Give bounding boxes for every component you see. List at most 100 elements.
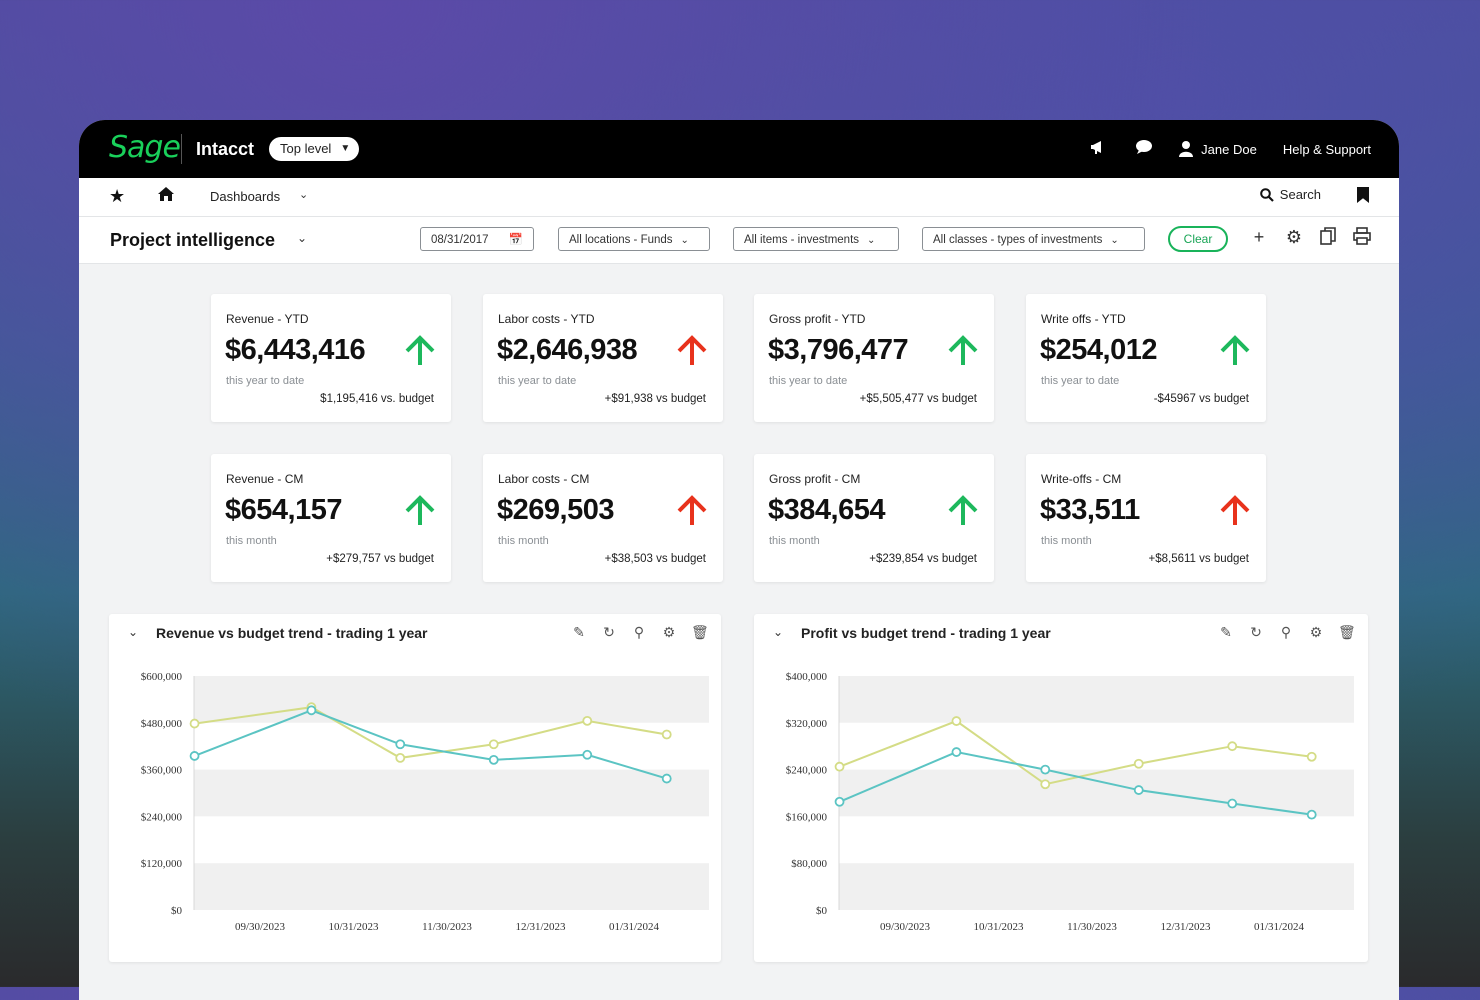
grid-band — [194, 863, 709, 910]
kpi-card[interactable]: Revenue - CM $654,157 this month +$279,757 … — [211, 454, 451, 582]
chevron-down-icon: ⌄ — [1110, 235, 1119, 246]
refresh-icon[interactable]: ↻ — [1250, 624, 1262, 640]
refresh-icon[interactable]: ↻ — [603, 624, 615, 640]
locations-value: All locations - Funds — [569, 234, 673, 246]
kpi-period: this year to date — [1041, 375, 1120, 387]
kpi-vs-budget: +$5,505,477 vs budget — [859, 393, 977, 405]
items-value: All items - investments — [744, 234, 860, 246]
kpi-label: Labor costs - CM — [498, 472, 590, 486]
filter-bar: Project intelligence ⌄ 08/31/2017 📅 All … — [79, 217, 1399, 264]
data-point[interactable] — [834, 761, 845, 772]
kpi-period: this month — [769, 535, 820, 547]
data-point[interactable] — [306, 705, 317, 716]
dashboards-menu[interactable]: Dashboards — [210, 189, 281, 204]
data-point[interactable] — [951, 747, 962, 757]
kpi-label: Gross profit - YTD — [769, 312, 866, 326]
page-title: Project intelligence — [110, 230, 276, 250]
kpi-card[interactable]: Gross profit - YTD $3,796,477 this year to… — [754, 294, 994, 422]
x-tick-label: 01/31/2024 — [609, 921, 660, 933]
edit-icon[interactable]: ✎ — [1220, 624, 1232, 640]
items-filter[interactable]: All items - investments ⌄ — [733, 227, 899, 251]
settings-icon[interactable]: ⚙ — [1309, 624, 1323, 640]
data-point[interactable] — [189, 718, 200, 729]
chevron-down-icon[interactable]: ⌄ — [773, 625, 784, 639]
level-label: Top level — [280, 141, 332, 156]
search-button[interactable]: Search — [1259, 187, 1321, 202]
data-point[interactable] — [1227, 798, 1238, 809]
product-name: Intacct — [196, 139, 255, 159]
bookmark-icon[interactable] — [1357, 187, 1369, 203]
help-support-link[interactable]: Help & Support — [1282, 141, 1371, 157]
kpi-vs-budget: +$279,757 vs budget — [326, 553, 434, 565]
megaphone-icon[interactable] — [1091, 139, 1109, 160]
kpi-card[interactable]: Labor costs - CM $269,503 this month +$38,5… — [483, 454, 723, 582]
kpi-card[interactable]: Write offs - YTD $254,012 this year to dat… — [1026, 294, 1266, 422]
clear-button[interactable]: Clear — [1168, 226, 1228, 252]
add-icon[interactable]: + — [1253, 227, 1265, 247]
kpi-label: Labor costs - YTD — [498, 312, 595, 326]
data-point[interactable] — [661, 773, 672, 784]
data-point[interactable] — [488, 754, 499, 765]
kpi-label: Revenue - CM — [226, 472, 304, 486]
data-point[interactable] — [488, 739, 499, 750]
data-point[interactable] — [834, 796, 845, 807]
sage-logo[interactable]: Sage — [109, 130, 181, 165]
level-selector[interactable]: Top level ▼ — [269, 137, 360, 161]
data-point[interactable] — [395, 739, 406, 750]
kpi-card[interactable]: Labor costs - YTD $2,646,938 this year to … — [483, 294, 723, 422]
series-line — [839, 719, 1312, 786]
delete-icon[interactable]: 🗑 — [1338, 624, 1356, 640]
edit-icon[interactable]: ✎ — [573, 624, 585, 640]
kpi-card[interactable]: Gross profit - CM $384,654 this month +$239… — [754, 454, 994, 582]
zoom-icon[interactable]: ⚲ — [1280, 624, 1292, 640]
kpi-value: $654,157 — [225, 494, 342, 526]
kpi-period: this year to date — [226, 375, 305, 387]
star-icon[interactable]: ★ — [109, 186, 126, 206]
data-point[interactable] — [582, 715, 593, 726]
print-icon[interactable] — [1351, 227, 1373, 250]
kpi-period: this month — [1041, 535, 1092, 547]
data-point[interactable] — [189, 751, 200, 761]
copy-icon[interactable] — [1317, 227, 1339, 250]
chevron-down-icon[interactable]: ⌄ — [297, 231, 308, 245]
date-field[interactable]: 08/31/2017 📅 — [420, 227, 534, 251]
grid-band — [194, 722, 709, 770]
kpi-card[interactable]: Revenue - YTD $6,443,416 this year to date… — [211, 294, 451, 422]
data-point[interactable] — [1040, 779, 1051, 790]
kpi-period: this year to date — [769, 375, 848, 387]
data-point[interactable] — [1306, 809, 1317, 820]
delete-icon[interactable]: 🗑 — [691, 624, 709, 640]
data-point[interactable] — [582, 749, 593, 760]
classes-filter[interactable]: All classes - types of investments ⌄ — [922, 227, 1145, 251]
home-icon[interactable] — [157, 186, 175, 207]
gear-icon[interactable]: ⚙ — [1285, 227, 1303, 247]
data-point[interactable] — [661, 729, 672, 740]
settings-icon[interactable]: ⚙ — [662, 624, 676, 640]
y-tick-label: $600,000 — [141, 671, 183, 683]
data-point[interactable] — [1133, 758, 1144, 769]
data-point[interactable] — [1040, 764, 1051, 775]
revenue-trend-panel: ⌄ Revenue vs budget trend - trading 1 ye… — [109, 614, 721, 962]
calendar-icon[interactable]: 📅 — [508, 234, 523, 246]
arrow-up-icon — [405, 335, 435, 365]
chevron-down-icon[interactable]: ⌄ — [299, 189, 309, 201]
kpi-vs-budget: -$45967 vs budget — [1153, 393, 1249, 405]
kpi-label: Gross profit - CM — [769, 472, 861, 486]
y-tick-label: $160,000 — [786, 811, 828, 823]
kpi-label: Write-offs - CM — [1041, 472, 1122, 486]
arrow-up-icon — [1220, 335, 1250, 365]
data-point[interactable] — [395, 753, 406, 763]
chevron-down-icon[interactable]: ⌄ — [128, 625, 139, 639]
arrow-up-icon — [677, 335, 707, 365]
data-point[interactable] — [1306, 751, 1317, 762]
locations-filter[interactable]: All locations - Funds ⌄ — [558, 227, 710, 251]
data-point[interactable] — [951, 716, 962, 726]
kpi-card[interactable]: Write-offs - CM $33,511 this month +$8,5611… — [1026, 454, 1266, 582]
zoom-icon[interactable]: ⚲ — [633, 624, 645, 640]
user-menu[interactable]: Jane Doe — [1179, 141, 1257, 157]
x-tick-label: 09/30/2023 — [235, 921, 286, 933]
data-point[interactable] — [1133, 785, 1144, 795]
data-point[interactable] — [1227, 741, 1238, 752]
chat-icon[interactable] — [1135, 139, 1153, 160]
arrow-up-icon — [677, 495, 707, 525]
